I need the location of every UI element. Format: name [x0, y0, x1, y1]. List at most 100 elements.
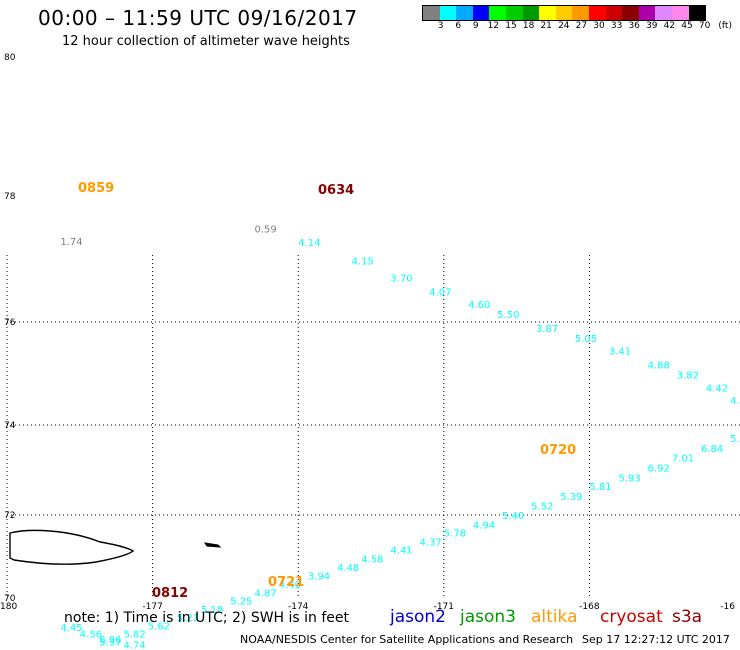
color-swatch	[655, 6, 672, 20]
color-swatch	[439, 6, 457, 20]
lat-label: 76	[4, 318, 16, 328]
color-scale-label: 70	[698, 21, 711, 31]
color-scale-label: 18	[522, 21, 535, 31]
wave-height-value: 6.92	[648, 463, 670, 474]
color-scale-label: 3	[437, 21, 444, 31]
wave-height-value: 1.74	[60, 237, 82, 248]
wave-height-value: 3.87	[536, 324, 558, 335]
wave-height-value: 5.37	[99, 638, 121, 649]
lat-label: 70	[4, 594, 16, 604]
color-swatch	[489, 6, 506, 20]
color-swatch	[572, 6, 589, 20]
color-swatch	[456, 6, 473, 20]
wave-height-value: 4.58	[361, 554, 383, 565]
color-scale-label: 39	[646, 21, 658, 31]
color-swatch	[472, 6, 490, 20]
land-outline	[9, 529, 135, 565]
wave-height-value: 5.18	[201, 605, 223, 616]
wave-height-value: 4.60	[468, 300, 490, 311]
pass-time-label: 0721	[268, 575, 304, 590]
wave-height-value: 3.82	[677, 371, 699, 382]
credit-line: NOAA/NESDIS Center for Satellite Applica…	[240, 633, 574, 646]
color-scale-label: 24	[558, 21, 570, 31]
color-swatch	[671, 6, 689, 20]
wave-height-value: 4.07	[429, 288, 451, 299]
wave-height-value: 5.39	[560, 492, 582, 503]
wave-height-value: 4.15	[352, 257, 374, 268]
wave-height-value: 4.88	[648, 360, 670, 371]
footer-note: note: 1) Time is in UTC; 2) SWH is in fe…	[64, 610, 350, 626]
wave-height-value: 3.41	[609, 346, 631, 357]
color-scale-label: 42	[663, 21, 676, 31]
color-swatch	[522, 6, 540, 20]
page-title: 00:00 – 11:59 UTC 09/16/2017	[38, 6, 358, 30]
generated-timestamp: Sep 17 12:27:12 UTC 2017	[582, 633, 730, 646]
lat-label: 72	[4, 511, 15, 521]
wave-height-value: 6.06	[99, 635, 121, 646]
lon-label: -177	[142, 602, 162, 612]
color-scale-label: 6	[455, 21, 462, 31]
wave-height-value: 5.78	[444, 529, 466, 540]
color-swatch	[638, 6, 656, 20]
wave-height-value: 5.52	[531, 502, 553, 513]
wave-height-value: 6.84	[701, 444, 723, 455]
color-swatch	[622, 6, 639, 20]
page-subtitle: 12 hour collection of altimeter wave hei…	[62, 34, 350, 49]
lat-label: 74	[4, 421, 16, 431]
color-swatch	[423, 6, 440, 20]
wave-height-value: 4.40	[279, 580, 301, 591]
lon-label: -168	[579, 602, 600, 612]
wave-height-value: 5.57	[730, 434, 740, 445]
color-swatch	[539, 6, 556, 20]
wave-height-value: 7.01	[672, 453, 694, 464]
wave-height-value: 5.93	[619, 473, 641, 484]
wave-height-value: 0.59	[255, 225, 277, 236]
satellite-legend-item: s3a	[672, 607, 703, 627]
wave-height-value: 5.05	[575, 334, 597, 345]
color-scale-label: 9	[472, 21, 479, 31]
wave-height-value: 4.21	[730, 396, 740, 407]
color-scale-label: 33	[610, 21, 623, 31]
wave-height-value: 5.81	[589, 482, 611, 493]
wave-height-value: 4.45	[60, 623, 82, 634]
wave-height-value: 4.42	[706, 384, 728, 395]
pass-time-label: 0720	[540, 443, 576, 458]
lon-label: -180	[0, 602, 17, 612]
color-swatch	[688, 6, 706, 20]
color-scale-label: 27	[575, 21, 588, 31]
color-swatch	[555, 6, 573, 20]
wave-height-value: 5.82	[123, 629, 145, 640]
color-scale-label: 12	[487, 21, 500, 31]
wave-height-value: 4.14	[298, 238, 320, 249]
wave-height-value: 4.56	[80, 629, 102, 640]
color-scale-unit: (ft)	[718, 21, 732, 31]
wave-height-value: 4.48	[337, 563, 359, 574]
color-swatch	[505, 6, 523, 20]
wave-height-value: 4.74	[123, 641, 145, 650]
color-scale-label: 45	[681, 21, 693, 31]
satellite-legend-item: altika	[531, 607, 578, 627]
lon-label: -174	[288, 602, 309, 612]
wave-height-value: 4.37	[420, 537, 442, 548]
satellite-legend-item: jason2	[390, 607, 446, 627]
color-scale-label: 30	[593, 21, 605, 31]
wave-height-value: 4.87	[255, 588, 277, 599]
wave-height-value: 4.94	[473, 520, 495, 531]
wave-height-value: 5.62	[148, 622, 170, 633]
wave-height-value: 5.25	[230, 597, 252, 608]
color-swatch	[605, 6, 623, 20]
satellite-legend-item: cryosat	[600, 607, 663, 627]
lat-label: 78	[4, 192, 16, 202]
pass-time-label: 0812	[152, 586, 188, 601]
wave-height-value: 4.41	[390, 546, 412, 557]
color-scale-bar	[422, 5, 707, 21]
pass-time-label: 0859	[78, 181, 114, 196]
wave-height-value: 5.21	[177, 613, 199, 624]
wave-height-value: 3.70	[390, 274, 412, 285]
color-scale-label: 15	[505, 21, 517, 31]
wave-height-value: 3.94	[308, 571, 330, 582]
color-swatch	[588, 6, 606, 20]
lon-label: -171	[434, 602, 454, 612]
